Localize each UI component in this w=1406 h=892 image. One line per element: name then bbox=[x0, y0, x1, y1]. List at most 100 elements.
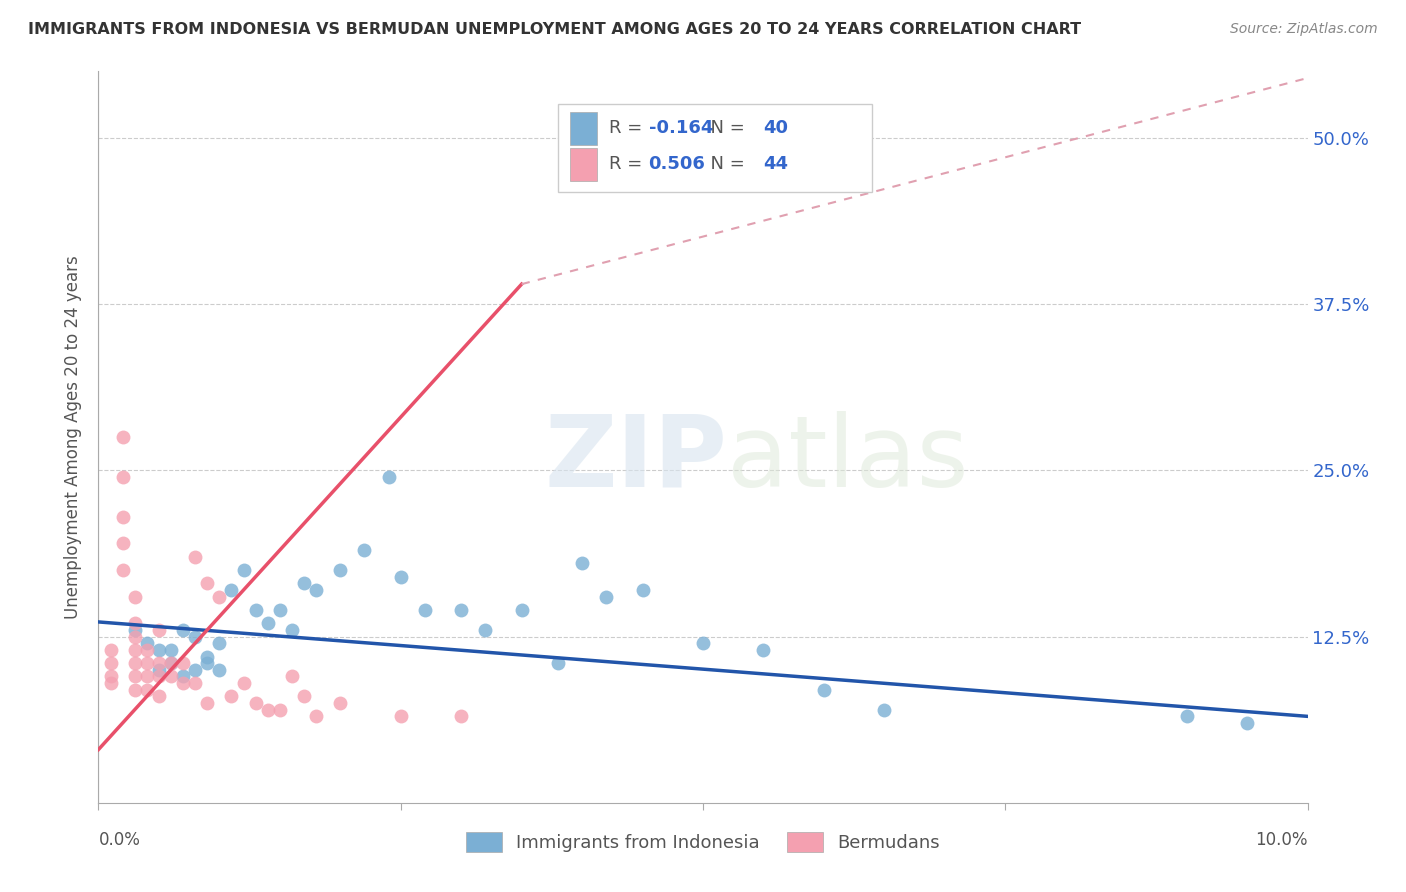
Point bbox=[292, 576, 315, 591]
Point bbox=[692, 636, 714, 650]
Point bbox=[148, 663, 170, 677]
Text: R =: R = bbox=[609, 120, 648, 137]
Point bbox=[281, 669, 304, 683]
Point bbox=[195, 649, 218, 664]
Point bbox=[160, 669, 183, 683]
Text: atlas: atlas bbox=[727, 410, 969, 508]
Point bbox=[124, 623, 146, 637]
Text: Source: ZipAtlas.com: Source: ZipAtlas.com bbox=[1230, 22, 1378, 37]
Point bbox=[245, 696, 267, 710]
Point bbox=[124, 630, 146, 644]
Point bbox=[269, 603, 291, 617]
Legend: Immigrants from Indonesia, Bermudans: Immigrants from Indonesia, Bermudans bbox=[458, 824, 948, 860]
Point bbox=[148, 623, 170, 637]
Point bbox=[100, 656, 122, 670]
Text: 0.506: 0.506 bbox=[648, 155, 706, 173]
Point bbox=[450, 603, 472, 617]
Point bbox=[160, 643, 183, 657]
FancyBboxPatch shape bbox=[569, 112, 596, 145]
Point bbox=[329, 696, 352, 710]
Point bbox=[413, 603, 436, 617]
Point bbox=[232, 676, 254, 690]
Point bbox=[111, 536, 134, 550]
Point bbox=[208, 636, 231, 650]
Text: R =: R = bbox=[609, 155, 648, 173]
Point bbox=[450, 709, 472, 723]
Point bbox=[160, 656, 183, 670]
Point bbox=[221, 690, 243, 704]
Point bbox=[135, 682, 157, 697]
Point bbox=[873, 703, 896, 717]
Point bbox=[111, 509, 134, 524]
Point bbox=[100, 669, 122, 683]
Point bbox=[184, 663, 207, 677]
Point bbox=[195, 696, 218, 710]
Point bbox=[256, 616, 278, 631]
Point bbox=[172, 623, 194, 637]
FancyBboxPatch shape bbox=[558, 104, 872, 192]
Point bbox=[100, 676, 122, 690]
Point bbox=[256, 703, 278, 717]
Point bbox=[124, 590, 146, 604]
Text: N =: N = bbox=[699, 120, 751, 137]
Text: IMMIGRANTS FROM INDONESIA VS BERMUDAN UNEMPLOYMENT AMONG AGES 20 TO 24 YEARS COR: IMMIGRANTS FROM INDONESIA VS BERMUDAN UN… bbox=[28, 22, 1081, 37]
Point bbox=[474, 623, 496, 637]
Point bbox=[595, 590, 617, 604]
Point bbox=[269, 703, 291, 717]
Point bbox=[124, 616, 146, 631]
Point bbox=[124, 682, 146, 697]
Point bbox=[1236, 716, 1258, 731]
Point bbox=[135, 669, 157, 683]
Point bbox=[221, 582, 243, 597]
Point bbox=[111, 430, 134, 444]
Point bbox=[1175, 709, 1198, 723]
Point bbox=[148, 643, 170, 657]
Text: ZIP: ZIP bbox=[544, 410, 727, 508]
Point bbox=[111, 470, 134, 484]
Point bbox=[148, 656, 170, 670]
Point bbox=[172, 676, 194, 690]
Text: 40: 40 bbox=[763, 120, 789, 137]
Point bbox=[389, 709, 412, 723]
Point bbox=[148, 669, 170, 683]
Point bbox=[195, 576, 218, 591]
FancyBboxPatch shape bbox=[569, 148, 596, 181]
Point bbox=[172, 656, 194, 670]
Point bbox=[135, 643, 157, 657]
Point bbox=[208, 590, 231, 604]
Point bbox=[292, 690, 315, 704]
Point bbox=[547, 656, 569, 670]
Point bbox=[135, 636, 157, 650]
Point bbox=[195, 656, 218, 670]
Point bbox=[377, 470, 399, 484]
Point bbox=[752, 643, 775, 657]
Point bbox=[124, 656, 146, 670]
Text: 44: 44 bbox=[763, 155, 789, 173]
Point bbox=[100, 643, 122, 657]
Point bbox=[124, 643, 146, 657]
Point bbox=[305, 582, 328, 597]
Point bbox=[571, 557, 593, 571]
Point bbox=[148, 690, 170, 704]
Point bbox=[813, 682, 835, 697]
Point bbox=[631, 582, 654, 597]
Text: 10.0%: 10.0% bbox=[1256, 830, 1308, 848]
Point bbox=[232, 563, 254, 577]
Point bbox=[281, 623, 304, 637]
Point bbox=[245, 603, 267, 617]
Point bbox=[160, 656, 183, 670]
Point bbox=[135, 656, 157, 670]
Point bbox=[305, 709, 328, 723]
Point bbox=[389, 570, 412, 584]
Text: -0.164: -0.164 bbox=[648, 120, 713, 137]
Text: N =: N = bbox=[699, 155, 751, 173]
Point bbox=[353, 543, 375, 558]
Text: 0.0%: 0.0% bbox=[98, 830, 141, 848]
Point bbox=[510, 603, 533, 617]
Point bbox=[184, 549, 207, 564]
Point bbox=[208, 663, 231, 677]
Point bbox=[124, 669, 146, 683]
Y-axis label: Unemployment Among Ages 20 to 24 years: Unemployment Among Ages 20 to 24 years bbox=[65, 255, 83, 619]
Point bbox=[111, 563, 134, 577]
Point bbox=[172, 669, 194, 683]
